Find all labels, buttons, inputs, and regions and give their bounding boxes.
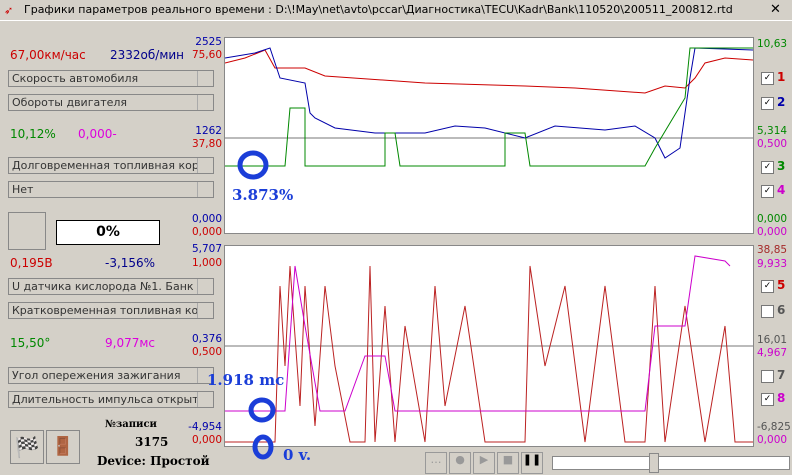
- flag-button[interactable]: 🏁: [10, 430, 44, 464]
- window-title: Графики параметров реального времени : D…: [24, 3, 733, 16]
- overlay-marks: [237, 150, 276, 460]
- readout: 15,50°: [10, 336, 51, 350]
- button[interactable]: …: [425, 452, 447, 474]
- overlay-text: 0 v.: [283, 446, 312, 464]
- trace: [225, 47, 753, 167]
- axis-label: 0,000: [757, 434, 788, 446]
- axis-label: 0,500: [757, 138, 788, 150]
- axis-label: 5,314: [757, 125, 788, 137]
- button[interactable]: ❚❚: [521, 452, 543, 474]
- select[interactable]: Нет: [8, 181, 214, 198]
- select[interactable]: U датчика кислорода №1. Банк 1: [8, 278, 214, 295]
- axis-label: 1262: [195, 125, 222, 137]
- checkbox[interactable]: ✓: [761, 72, 774, 85]
- axis-label: 37,80: [191, 138, 222, 150]
- select[interactable]: Скорость автомобиля: [8, 70, 214, 87]
- axis-label: 2525: [195, 36, 222, 48]
- select[interactable]: Угол опережения зажигания: [8, 367, 214, 384]
- checkbox[interactable]: [761, 370, 774, 383]
- axis-label: -4,954: [188, 421, 222, 433]
- overlay-text: 1.918 mc: [207, 371, 285, 389]
- circle-mark: [237, 150, 269, 180]
- button[interactable]: ▶: [473, 452, 495, 474]
- axis-label: -6,825: [757, 421, 791, 433]
- channel: 3: [777, 159, 786, 173]
- checkbox[interactable]: ✓: [761, 161, 774, 174]
- trace: [225, 255, 731, 412]
- axis-label: 4,967: [757, 347, 788, 359]
- readout: 0,000-: [78, 127, 117, 141]
- readout: 2332об/мин: [110, 48, 185, 62]
- circle-mark: [248, 397, 276, 423]
- player-controls: … ● ▶ ■ ❚❚: [425, 452, 545, 474]
- overlay-text: 3.873%: [232, 186, 294, 204]
- trace: [225, 265, 753, 443]
- axis-label: 0,376: [191, 333, 222, 345]
- select[interactable]: Кратковременная топливная корре: [8, 302, 214, 319]
- trace: [225, 49, 753, 94]
- indicator: 0%: [56, 220, 160, 245]
- channel: 2: [777, 95, 786, 109]
- channel: 1: [777, 70, 786, 84]
- checkbox[interactable]: ✓: [761, 393, 774, 406]
- readout: 10,12%: [10, 127, 56, 141]
- readout: 0,195В: [10, 256, 53, 270]
- slider-thumb[interactable]: [649, 453, 659, 473]
- axis-label: 16,01: [757, 334, 788, 346]
- trace: [225, 47, 753, 159]
- bottom-plot: [224, 245, 754, 447]
- button[interactable]: [8, 212, 46, 250]
- button[interactable]: ●: [449, 452, 471, 474]
- axis-label: 38,85: [757, 244, 788, 256]
- readout: 67,00км/час: [10, 48, 86, 62]
- top-plot: [224, 37, 754, 234]
- axis-label: 10,63: [757, 38, 788, 50]
- axis-label: 0,000: [191, 226, 222, 238]
- checkbox[interactable]: ✓: [761, 97, 774, 110]
- circle-mark: [252, 434, 274, 460]
- device: Device: Простой: [97, 454, 210, 468]
- readout: 9,077мс: [105, 336, 156, 350]
- channel: 4: [777, 183, 786, 197]
- checkbox[interactable]: [761, 305, 774, 318]
- axis-label: 9,933: [757, 258, 788, 270]
- record-label: №записи: [105, 419, 157, 430]
- record-number: 3175: [135, 435, 169, 449]
- checkbox[interactable]: ✓: [761, 280, 774, 293]
- axis-label: 0,000: [757, 226, 788, 238]
- channel: 8: [777, 391, 786, 405]
- select[interactable]: Долговременная топливная коррекц: [8, 157, 214, 174]
- readout: -3,156%: [105, 256, 156, 270]
- channel: 6: [777, 303, 786, 317]
- title-bar: ➶ Графики параметров реального времени :…: [0, 0, 792, 21]
- channel: 7: [777, 368, 786, 382]
- axis-label: 0,500: [191, 346, 222, 358]
- axis-label: 0,000: [757, 213, 788, 225]
- app-icon: ➶: [4, 4, 14, 17]
- axis-label: 1,000: [191, 257, 222, 269]
- select[interactable]: Обороты двигателя: [8, 94, 214, 111]
- exit-button[interactable]: 🚪: [46, 430, 80, 464]
- axis-label: 0,000: [191, 213, 222, 225]
- select[interactable]: Длительность импульса открытия ф: [8, 391, 214, 408]
- channel: 5: [777, 278, 786, 292]
- axis-label: 75,60: [191, 49, 222, 61]
- slider[interactable]: [552, 453, 790, 473]
- button[interactable]: ■: [497, 452, 519, 474]
- axis-label: 5,707: [191, 243, 222, 255]
- axis-label: 0,000: [191, 434, 222, 446]
- close-button[interactable]: ✕: [770, 2, 781, 17]
- checkbox[interactable]: ✓: [761, 185, 774, 198]
